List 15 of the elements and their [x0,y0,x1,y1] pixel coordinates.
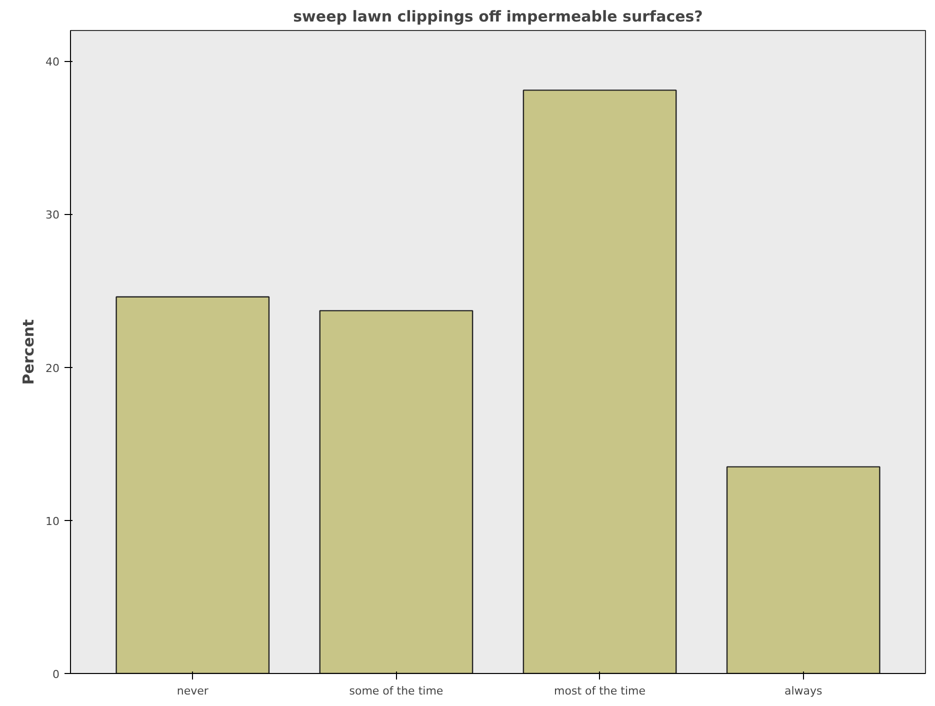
bar [522,90,677,674]
y-tick-label: 0 [52,668,60,681]
y-tick-label: 10 [46,514,60,528]
y-tick-label: 30 [46,208,60,222]
bar [116,296,270,674]
x-tick-label: always [784,684,823,698]
y-axis-title: Percent [20,319,38,385]
bar [726,466,880,674]
y-tick-label: 20 [46,362,60,375]
x-tick-label: most of the time [554,684,646,698]
y-tick-label: 40 [46,56,60,69]
x-tick-label: never [176,684,209,698]
chart-title: sweep lawn clippings off impermeable surfaces? [293,8,703,26]
x-tick-label: some of the time [349,684,444,698]
bar [319,310,474,674]
